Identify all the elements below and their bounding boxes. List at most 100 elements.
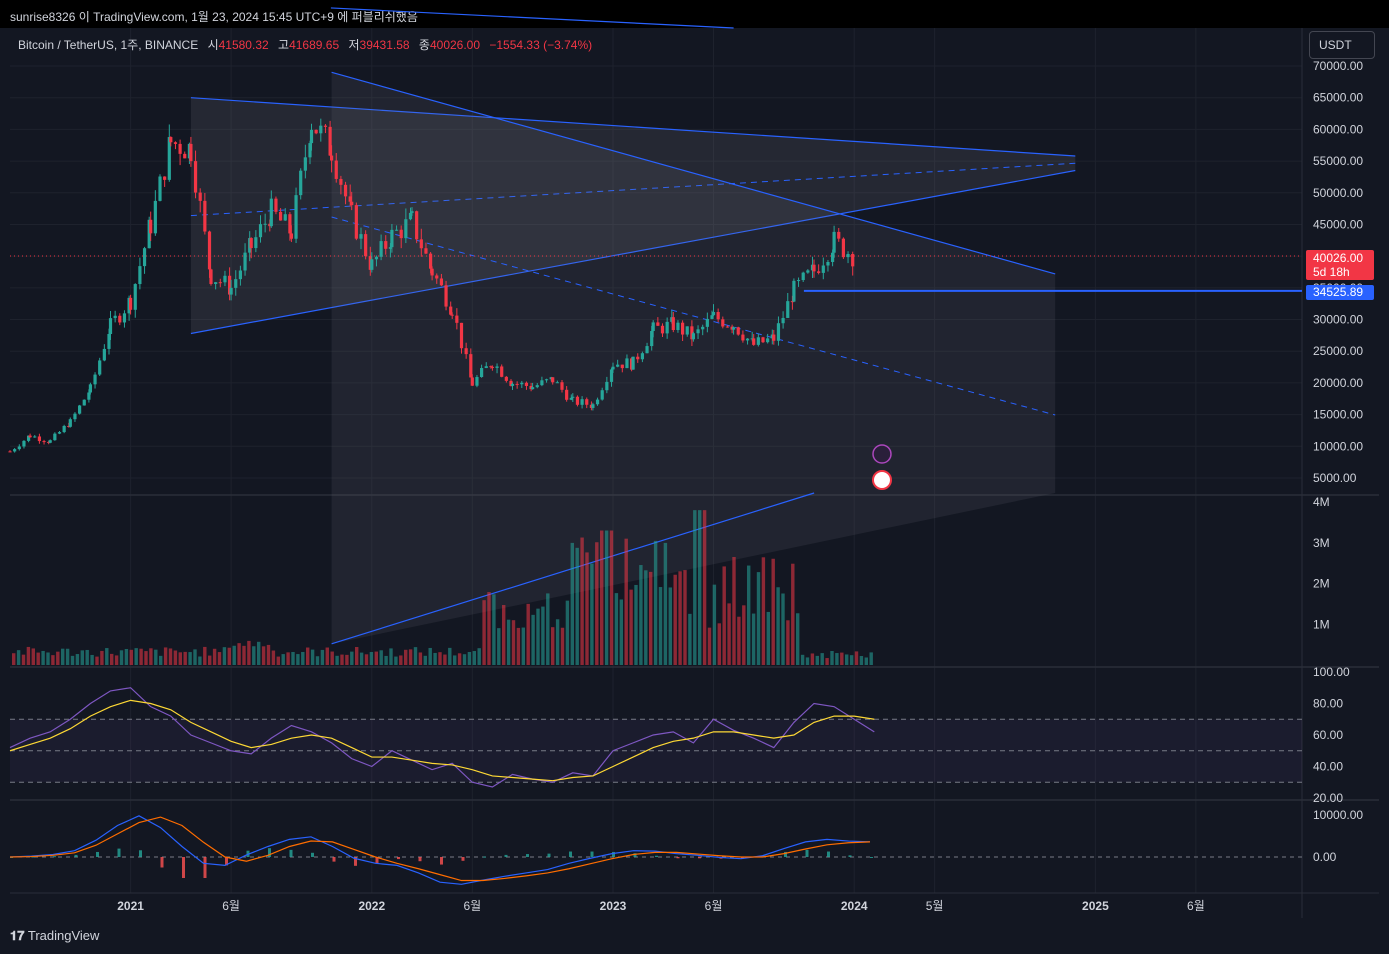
currency-button[interactable]: USDT — [1309, 31, 1375, 59]
volume-bar — [413, 647, 418, 665]
candle-body — [736, 327, 740, 335]
chart-frame[interactable] — [10, 28, 1379, 918]
brand-name: TradingView — [27, 928, 100, 943]
volume-bar — [693, 510, 697, 665]
candle-body — [388, 247, 392, 249]
volume-bar — [761, 557, 766, 665]
volume-bar — [149, 648, 153, 665]
volume-bar — [85, 649, 89, 665]
macd-tick-label: 0.00 — [1313, 850, 1337, 864]
candle-body — [254, 237, 258, 249]
volume-bar — [570, 542, 574, 665]
time-tick-label: 2023 — [600, 899, 627, 913]
candle-body — [520, 382, 524, 385]
macd-histogram-bar — [375, 857, 379, 864]
candle-body — [314, 129, 318, 134]
volume-bar — [257, 641, 261, 665]
candle-body — [243, 252, 247, 271]
macd-histogram-bar — [526, 854, 529, 857]
candle-body — [600, 390, 604, 400]
candle-body — [631, 356, 635, 370]
volume-bar — [75, 654, 80, 665]
volume-bar — [869, 652, 873, 665]
candle-body — [489, 366, 493, 368]
volume-bar — [154, 649, 158, 665]
macd-histogram-bar — [633, 853, 637, 857]
volume-bar — [291, 652, 295, 665]
volume-bar — [453, 655, 457, 665]
volume-bar — [702, 510, 707, 665]
volume-bar — [776, 587, 780, 665]
candle-body — [524, 382, 529, 386]
tradingview-brand[interactable]: 𝟏𝟕 TradingView — [10, 928, 99, 944]
candle-body — [555, 382, 559, 384]
candle-body — [308, 143, 312, 158]
price-tick-label: 5000.00 — [1313, 471, 1357, 485]
price-tick-label: 20000.00 — [1313, 376, 1363, 390]
price-tick-label: 45000.00 — [1313, 217, 1363, 231]
candle-body — [158, 176, 162, 201]
last-price-tag: 40026.00 5d 18h — [1306, 250, 1374, 280]
price-tick-label: 60000.00 — [1313, 122, 1363, 136]
price-tick-label: 50000.00 — [1313, 186, 1363, 200]
candle-body — [13, 449, 17, 452]
candle-body — [475, 377, 479, 386]
candle-body — [283, 214, 287, 221]
candle-body — [218, 282, 222, 284]
volume-bar — [727, 603, 731, 665]
volume-bar — [21, 654, 26, 665]
volume-bar — [438, 652, 442, 665]
volume-bar — [653, 540, 658, 665]
symbol-legend: Bitcoin / TetherUS, 1주, BINANCE 시41580.3… — [18, 36, 592, 53]
candle-body — [792, 280, 796, 302]
volume-bar — [203, 646, 207, 665]
volume-bar — [163, 647, 168, 665]
candle-body — [384, 241, 388, 249]
high-value: 41689.65 — [289, 38, 340, 52]
volume-bar — [673, 574, 677, 665]
volume-bar — [600, 530, 604, 665]
time-tick-label: 6월 — [705, 899, 723, 913]
volume-bar — [820, 653, 824, 665]
volume-bar — [565, 600, 570, 665]
volume-bar — [139, 648, 143, 665]
volume-bar — [698, 510, 702, 665]
volume-bar — [168, 648, 173, 665]
candle-body — [330, 155, 334, 161]
candle-body — [826, 261, 830, 266]
tradingview-logo-icon: 𝟏𝟕 — [10, 928, 25, 943]
candle-body — [57, 432, 62, 434]
watermark-text: sunrise8326 이 TradingView.com, 1월 23, 20… — [10, 10, 418, 24]
volume-bar — [796, 613, 800, 665]
candle-body — [68, 419, 72, 427]
watermark-bar: sunrise8326 이 TradingView.com, 1월 23, 20… — [0, 0, 1389, 28]
volume-bar — [173, 650, 178, 665]
candle-body — [73, 413, 77, 420]
price-tick-label: 10000.00 — [1313, 439, 1363, 453]
candle-body — [359, 234, 363, 239]
volume-bar — [193, 649, 197, 665]
candle-body — [289, 233, 293, 239]
candle-body — [8, 451, 12, 453]
candle-body — [812, 264, 816, 272]
low-value: 39431.58 — [359, 38, 410, 52]
low-label: 저 — [348, 38, 360, 52]
macd-histogram-bar — [117, 848, 121, 857]
volume-bar — [751, 613, 756, 665]
candle-body — [82, 399, 86, 406]
candle-body — [480, 368, 484, 378]
candle-body — [138, 266, 142, 285]
candle-body — [571, 396, 575, 398]
volume-tick-label: 2M — [1313, 577, 1330, 591]
candle-body — [53, 433, 57, 441]
symbol-name: Bitcoin / TetherUS, 1주, BINANCE — [18, 38, 199, 52]
channel-a-mid — [190, 162, 1076, 217]
rsi-ma-line — [9, 699, 875, 782]
rsi-tick-label: 40.00 — [1313, 760, 1343, 774]
candle-body — [203, 200, 207, 232]
candle-body — [776, 323, 781, 341]
macd-histogram-bar — [268, 848, 271, 857]
candle-body — [650, 331, 654, 347]
macd-histogram-bar — [225, 857, 228, 866]
